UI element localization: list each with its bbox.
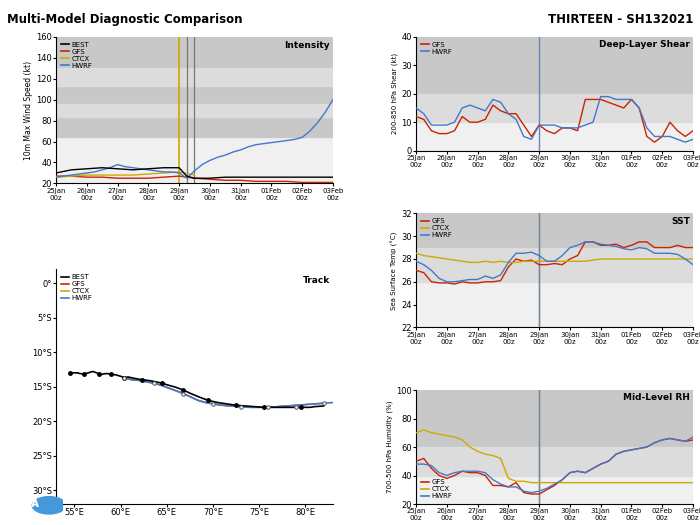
Legend: BEST, GFS, CTCX, HWRF: BEST, GFS, CTCX, HWRF <box>60 40 94 70</box>
Y-axis label: Sea Surface Temp (°C): Sea Surface Temp (°C) <box>391 231 398 310</box>
Y-axis label: 700-500 hPa Humidity (%): 700-500 hPa Humidity (%) <box>387 401 393 493</box>
Text: THIRTEEN - SH132021: THIRTEEN - SH132021 <box>547 13 693 26</box>
Legend: GFS, HWRF: GFS, HWRF <box>419 40 454 56</box>
Bar <box>56 86 333 104</box>
Bar <box>416 37 693 94</box>
Text: CIRA: CIRA <box>14 499 39 509</box>
Text: Track: Track <box>303 276 330 285</box>
Y-axis label: 200-850 hPa Shear (kt): 200-850 hPa Shear (kt) <box>392 53 398 134</box>
Bar <box>56 118 333 138</box>
Legend: GFS, CTCX, HWRF: GFS, CTCX, HWRF <box>419 478 454 500</box>
Text: Intensity: Intensity <box>285 41 330 50</box>
Bar <box>416 447 693 476</box>
Bar <box>416 248 693 282</box>
Text: CIRA: CIRA <box>14 499 39 509</box>
Text: Mid-Level RH: Mid-Level RH <box>624 393 690 403</box>
Circle shape <box>32 497 66 514</box>
Bar <box>56 104 333 118</box>
Text: SST: SST <box>671 217 690 226</box>
Bar <box>416 213 693 248</box>
Legend: GFS, CTCX, HWRF: GFS, CTCX, HWRF <box>419 217 454 240</box>
Text: Deep-Layer Shear: Deep-Layer Shear <box>599 40 690 49</box>
Text: Multi-Model Diagnostic Comparison: Multi-Model Diagnostic Comparison <box>7 13 242 26</box>
Bar <box>416 94 693 122</box>
Bar <box>416 390 693 447</box>
Y-axis label: 10m Max Wind Speed (kt): 10m Max Wind Speed (kt) <box>25 60 33 160</box>
Bar <box>56 37 333 68</box>
Bar <box>56 68 333 86</box>
Legend: BEST, GFS, CTCX, HWRF: BEST, GFS, CTCX, HWRF <box>60 273 94 302</box>
